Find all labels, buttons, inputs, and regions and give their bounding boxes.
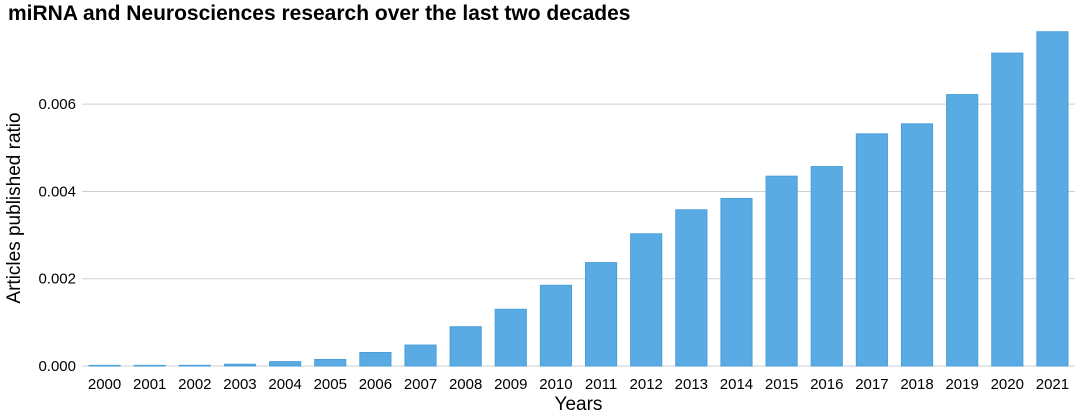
x-tick-label: 2008 bbox=[449, 376, 482, 393]
bar-2005 bbox=[314, 358, 347, 367]
x-tick-label: 2020 bbox=[991, 376, 1024, 393]
x-tick-label: 2002 bbox=[178, 376, 211, 393]
x-tick-label: 2005 bbox=[314, 376, 347, 393]
y-tick-label: 0.002 bbox=[38, 271, 76, 288]
x-tick-label: 2013 bbox=[675, 376, 708, 393]
bar-2011 bbox=[584, 262, 618, 367]
bar-2009 bbox=[494, 308, 527, 367]
bar-2012 bbox=[630, 233, 663, 367]
bar-2019 bbox=[946, 94, 979, 367]
x-tick-label: 2007 bbox=[404, 376, 437, 393]
chart-title: miRNA and Neurosciences research over th… bbox=[8, 2, 630, 25]
x-tick-label: 2014 bbox=[720, 376, 753, 393]
x-tick-label: 2015 bbox=[765, 376, 798, 393]
bar-2004 bbox=[269, 361, 302, 367]
bar-2007 bbox=[404, 344, 437, 367]
x-axis-ticks: 2000 2001 2002 2003 2004 2005 2006 2007 2008 2009… bbox=[88, 376, 1069, 393]
x-tick-label: 2016 bbox=[810, 376, 843, 393]
x-tick-label: 2011 bbox=[585, 376, 617, 393]
x-tick-label: 2001 bbox=[133, 376, 166, 393]
bar-2010 bbox=[539, 284, 573, 367]
x-tick-label: 2019 bbox=[945, 376, 978, 393]
bar-2017 bbox=[855, 133, 888, 367]
bar-2013 bbox=[675, 209, 708, 367]
x-tick-label: 2012 bbox=[630, 376, 663, 393]
bar-2014 bbox=[720, 197, 753, 367]
x-tick-label: 2003 bbox=[223, 376, 256, 393]
x-tick-label: 2000 bbox=[88, 376, 121, 393]
bar-2002 bbox=[178, 364, 211, 367]
x-tick-label: 2004 bbox=[268, 376, 301, 393]
x-tick-label: 2018 bbox=[900, 376, 933, 393]
y-tick-label: 0.006 bbox=[38, 96, 76, 113]
bar-2018 bbox=[900, 123, 934, 367]
x-tick-label: 2006 bbox=[359, 376, 392, 393]
x-tick-label: 2010 bbox=[539, 376, 572, 393]
y-axis-label: Articles published ratio bbox=[4, 112, 25, 303]
x-tick-label: 2021 bbox=[1036, 376, 1069, 393]
bar-2021 bbox=[1036, 31, 1069, 367]
y-axis-ticks: 0.000 0.002 0.004 0.006 bbox=[38, 96, 76, 375]
x-axis-label: Years bbox=[555, 394, 603, 414]
bar-2008 bbox=[449, 326, 482, 367]
bar-2006 bbox=[359, 351, 392, 367]
bar-2015 bbox=[765, 175, 798, 367]
bars bbox=[88, 31, 1069, 367]
bar-2000 bbox=[88, 364, 121, 367]
x-tick-label: 2017 bbox=[855, 376, 888, 393]
bar-2003 bbox=[223, 363, 257, 367]
bar-2020 bbox=[991, 52, 1024, 367]
bar-2001 bbox=[133, 364, 166, 367]
y-tick-label: 0.004 bbox=[38, 183, 76, 200]
bar-2016 bbox=[810, 166, 843, 367]
y-tick-label: 0.000 bbox=[38, 358, 76, 375]
x-tick-label: 2009 bbox=[494, 376, 527, 393]
